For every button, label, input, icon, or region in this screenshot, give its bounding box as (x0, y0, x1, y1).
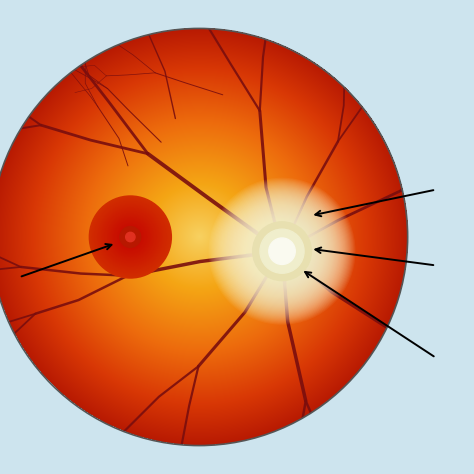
Circle shape (246, 215, 318, 287)
Circle shape (98, 204, 163, 270)
Circle shape (244, 213, 320, 290)
Circle shape (228, 197, 337, 306)
Circle shape (121, 228, 139, 246)
Circle shape (104, 210, 157, 264)
Circle shape (89, 195, 172, 279)
Circle shape (126, 232, 135, 242)
Circle shape (128, 235, 133, 239)
Circle shape (253, 222, 311, 281)
Circle shape (249, 219, 315, 284)
Circle shape (236, 205, 328, 297)
Circle shape (122, 228, 139, 246)
Circle shape (94, 201, 167, 273)
Circle shape (252, 221, 312, 282)
Circle shape (91, 198, 170, 276)
Circle shape (224, 193, 340, 309)
Circle shape (101, 208, 160, 266)
Circle shape (225, 194, 339, 308)
Circle shape (216, 185, 348, 317)
Circle shape (112, 219, 149, 255)
Circle shape (116, 223, 145, 251)
Circle shape (111, 218, 149, 256)
Circle shape (228, 198, 336, 305)
Circle shape (108, 214, 153, 260)
Circle shape (105, 212, 155, 262)
Circle shape (209, 178, 356, 325)
Circle shape (212, 181, 352, 321)
Circle shape (226, 195, 338, 307)
Circle shape (243, 212, 321, 291)
Circle shape (127, 234, 134, 240)
Circle shape (92, 199, 169, 275)
Circle shape (129, 236, 131, 238)
Circle shape (115, 222, 146, 252)
Circle shape (238, 208, 326, 295)
Circle shape (229, 199, 335, 304)
Circle shape (124, 230, 137, 244)
Circle shape (213, 182, 351, 320)
Circle shape (102, 209, 159, 265)
Circle shape (99, 205, 162, 269)
Circle shape (222, 191, 342, 311)
Circle shape (96, 203, 164, 271)
Circle shape (242, 211, 322, 292)
Circle shape (237, 206, 327, 296)
Circle shape (100, 207, 160, 267)
Circle shape (248, 218, 316, 285)
Circle shape (235, 204, 329, 298)
Circle shape (120, 227, 140, 247)
Circle shape (118, 225, 143, 249)
Circle shape (245, 214, 319, 288)
Circle shape (126, 233, 135, 241)
Circle shape (109, 215, 152, 259)
Circle shape (120, 227, 141, 247)
Circle shape (239, 209, 325, 294)
Circle shape (233, 202, 331, 301)
Circle shape (232, 201, 332, 301)
Circle shape (125, 232, 136, 242)
Circle shape (104, 211, 156, 263)
Circle shape (103, 210, 158, 264)
Circle shape (211, 180, 353, 322)
Circle shape (106, 213, 155, 261)
Circle shape (234, 203, 330, 300)
Circle shape (215, 184, 349, 318)
Circle shape (219, 188, 346, 315)
Circle shape (94, 201, 166, 273)
Circle shape (93, 200, 168, 274)
Circle shape (210, 179, 355, 324)
Circle shape (95, 202, 165, 272)
Circle shape (218, 187, 346, 316)
Circle shape (117, 224, 144, 250)
Circle shape (115, 221, 146, 253)
Circle shape (219, 189, 345, 314)
Circle shape (113, 219, 148, 255)
Circle shape (128, 235, 132, 239)
Circle shape (100, 206, 161, 268)
Circle shape (97, 204, 164, 270)
Circle shape (90, 196, 171, 278)
Circle shape (125, 231, 136, 243)
Circle shape (119, 226, 141, 248)
Circle shape (269, 238, 295, 264)
Circle shape (247, 216, 317, 286)
Circle shape (118, 225, 142, 249)
Circle shape (110, 217, 150, 257)
Circle shape (107, 214, 154, 260)
Circle shape (123, 229, 138, 245)
Circle shape (250, 219, 314, 283)
Circle shape (109, 216, 151, 258)
Circle shape (221, 190, 343, 312)
Circle shape (114, 220, 147, 254)
Circle shape (214, 183, 350, 319)
Circle shape (260, 229, 304, 273)
Circle shape (240, 210, 324, 293)
Circle shape (91, 197, 170, 277)
Circle shape (230, 200, 333, 303)
Circle shape (223, 192, 341, 310)
